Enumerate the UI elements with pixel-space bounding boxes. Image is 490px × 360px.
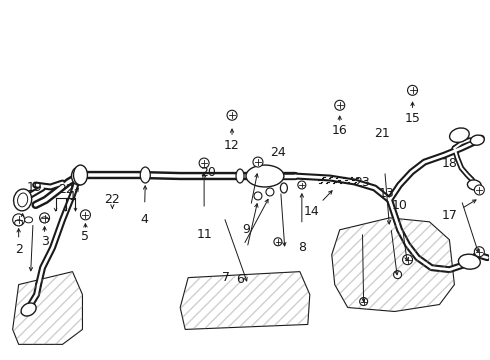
Text: 22: 22 [104, 193, 120, 206]
Circle shape [360, 298, 368, 306]
Polygon shape [332, 218, 454, 311]
Circle shape [474, 247, 484, 257]
Ellipse shape [280, 183, 287, 193]
Ellipse shape [24, 217, 33, 223]
Text: 17: 17 [441, 210, 457, 222]
Ellipse shape [470, 135, 484, 145]
Text: 7: 7 [222, 271, 230, 284]
Circle shape [13, 214, 24, 226]
Ellipse shape [246, 165, 284, 187]
Ellipse shape [236, 169, 244, 183]
Circle shape [227, 110, 237, 120]
Circle shape [80, 210, 91, 220]
Text: 20: 20 [200, 166, 216, 179]
Polygon shape [13, 272, 82, 345]
Circle shape [253, 157, 263, 167]
Text: 23: 23 [354, 176, 369, 189]
Text: 10: 10 [392, 199, 408, 212]
Circle shape [393, 271, 401, 279]
Text: 9: 9 [242, 223, 250, 236]
Polygon shape [180, 272, 310, 329]
Ellipse shape [450, 128, 469, 143]
Ellipse shape [41, 217, 49, 223]
Text: 2: 2 [15, 243, 23, 256]
Circle shape [335, 100, 345, 110]
Ellipse shape [140, 167, 150, 183]
Text: 4: 4 [140, 213, 148, 226]
Circle shape [199, 158, 209, 168]
Ellipse shape [74, 165, 87, 185]
Ellipse shape [15, 220, 23, 226]
Text: 8: 8 [298, 241, 306, 254]
Ellipse shape [72, 167, 85, 185]
Text: 1: 1 [69, 190, 76, 203]
Text: 24: 24 [270, 145, 286, 159]
Ellipse shape [459, 254, 480, 269]
Text: 5: 5 [81, 230, 90, 243]
Text: 16: 16 [332, 124, 347, 137]
Text: 13: 13 [379, 188, 394, 201]
Ellipse shape [467, 180, 481, 190]
Ellipse shape [14, 189, 32, 211]
Circle shape [266, 188, 274, 196]
Text: 11: 11 [196, 228, 212, 241]
Text: 3: 3 [41, 235, 49, 248]
Text: 14: 14 [304, 205, 319, 219]
Circle shape [408, 85, 417, 95]
Ellipse shape [21, 303, 36, 316]
Circle shape [298, 181, 306, 189]
Text: 15: 15 [405, 112, 420, 125]
Circle shape [474, 185, 484, 195]
Text: 12: 12 [224, 139, 240, 152]
Text: 19: 19 [27, 181, 43, 194]
Text: 22: 22 [58, 184, 74, 197]
Circle shape [254, 192, 262, 200]
Circle shape [274, 238, 282, 246]
Circle shape [40, 213, 49, 223]
Circle shape [403, 255, 413, 265]
Text: 6: 6 [236, 273, 244, 286]
Text: 18: 18 [441, 157, 457, 170]
Text: 21: 21 [374, 127, 390, 140]
